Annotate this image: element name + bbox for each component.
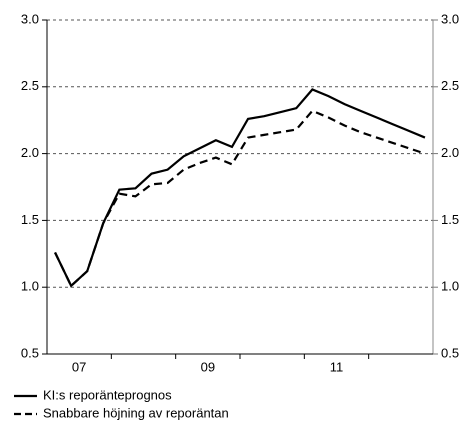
- y2-tick-label: 1.0: [441, 279, 459, 294]
- y-tick-label: 0.5: [21, 345, 39, 360]
- y-tick-label: 1.0: [21, 279, 39, 294]
- y2-tick-label: 0.5: [441, 345, 459, 360]
- y-tick-label: 1.5: [21, 212, 39, 227]
- series-line: [54, 88, 426, 288]
- y-tick-label: 2.5: [21, 78, 39, 93]
- y-tick-label: 3.0: [21, 11, 39, 26]
- y2-tick-label: 2.0: [441, 145, 459, 160]
- y2-tick-label: 3.0: [441, 11, 459, 26]
- x-tick-label: 07: [72, 359, 86, 374]
- legend-label: Snabbare höjning av reporäntan: [43, 405, 229, 420]
- x-tick-label: 09: [201, 359, 215, 374]
- legend-label: KI:s reporänteprognos: [43, 387, 172, 402]
- y-tick-label: 2.0: [21, 145, 39, 160]
- series-line: [54, 109, 426, 288]
- y2-tick-label: 1.5: [441, 212, 459, 227]
- y2-tick-label: 2.5: [441, 78, 459, 93]
- x-tick-label: 11: [330, 359, 344, 374]
